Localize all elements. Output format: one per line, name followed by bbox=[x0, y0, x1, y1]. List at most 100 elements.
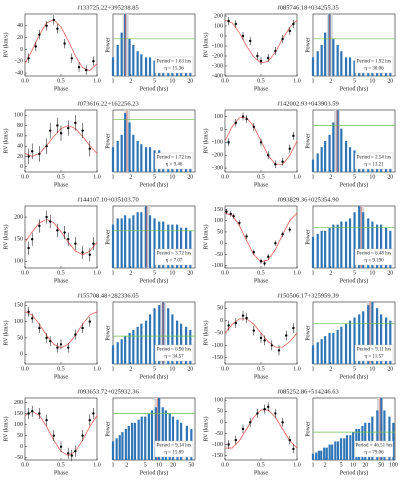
y-tick-label: 0 bbox=[220, 318, 223, 324]
rv-point bbox=[45, 215, 48, 219]
x-tick-label: 0.5 bbox=[57, 174, 65, 180]
y-tick-label: 200 bbox=[14, 400, 23, 406]
y-axis-label: Power bbox=[305, 325, 311, 340]
y-tick-label: 50 bbox=[217, 229, 223, 235]
rv-point bbox=[38, 326, 41, 330]
eta-label: η = 15.36 bbox=[164, 67, 184, 72]
rv-point bbox=[27, 155, 30, 158]
y-tick-label: 100 bbox=[214, 114, 223, 120]
rv-point bbox=[70, 57, 74, 60]
x-tick-label: 0.5 bbox=[257, 366, 265, 372]
y-axis-label: RV (km/s) bbox=[202, 33, 209, 58]
period-label: Period = 9.14 hrs bbox=[157, 444, 192, 449]
eta-label: η = 79.06 bbox=[364, 451, 384, 456]
annotation-box bbox=[354, 344, 394, 362]
x-tick-label: 0.0 bbox=[221, 462, 229, 468]
y-tick-label: -200 bbox=[212, 53, 223, 59]
x-tick-label: 0.5 bbox=[57, 366, 65, 372]
rv-point bbox=[267, 56, 270, 60]
annotation-box bbox=[154, 344, 194, 362]
rv-point bbox=[45, 144, 48, 148]
x-tick-label: 5 bbox=[353, 270, 356, 276]
y-axis-label: RV (km/s) bbox=[2, 321, 9, 346]
y-tick-label: 150 bbox=[14, 411, 23, 417]
rv-point bbox=[267, 154, 270, 157]
x-tick-label: 1 bbox=[112, 462, 115, 468]
y-tick-label: 0 bbox=[220, 127, 223, 133]
x-axis-label: Phase bbox=[54, 278, 68, 284]
model-curve bbox=[225, 409, 298, 449]
rv-point bbox=[267, 405, 270, 409]
x-axis-label: Period (hrs) bbox=[140, 373, 169, 380]
rv-point bbox=[27, 412, 30, 415]
x-tick-label: 10 bbox=[169, 366, 175, 372]
panel-title: J142002.93+043903.59 bbox=[277, 100, 338, 107]
eta-label: η = 30.06 bbox=[364, 67, 384, 72]
y-tick-label: 100 bbox=[214, 23, 223, 29]
rv-point bbox=[245, 316, 248, 320]
x-tick-label: 0.5 bbox=[57, 270, 65, 276]
x-tick-label: 0.0 bbox=[221, 270, 229, 276]
y-tick-label: 100 bbox=[14, 319, 23, 325]
x-axis-label: Phase bbox=[254, 278, 268, 284]
rv-point bbox=[281, 421, 284, 424]
y-tick-label: -50 bbox=[15, 455, 23, 461]
x-tick-label: 2 bbox=[324, 462, 327, 468]
rv-point bbox=[288, 228, 291, 231]
rv-point bbox=[241, 115, 245, 118]
x-tick-label: 0.0 bbox=[221, 78, 229, 84]
period-label: Period = 1.92 hrs bbox=[357, 60, 392, 65]
y-axis-label: Power bbox=[105, 229, 111, 244]
panel-title: J155708.48+282336.05 bbox=[77, 292, 138, 299]
rv-point bbox=[34, 45, 37, 48]
rv-point bbox=[227, 324, 230, 327]
y-tick-label: 20 bbox=[17, 154, 23, 160]
x-tick-label: 10 bbox=[369, 78, 375, 84]
annotation-box bbox=[154, 440, 194, 458]
y-axis-label: RV (km/s) bbox=[202, 321, 209, 346]
x-tick-label: 1 bbox=[312, 462, 315, 468]
rv-point bbox=[267, 255, 270, 258]
x-tick-label: 1.0 bbox=[93, 174, 101, 180]
x-tick-label: 10 bbox=[350, 462, 356, 468]
y-tick-label: 80 bbox=[17, 123, 23, 129]
y-tick-label: 0 bbox=[220, 33, 223, 39]
rv-point bbox=[241, 314, 245, 317]
rv-point bbox=[88, 147, 92, 150]
x-tick-label: 1.0 bbox=[93, 462, 101, 468]
rv-point bbox=[274, 163, 277, 166]
panel-title: J144107.10+035103.70 bbox=[77, 196, 138, 203]
period-label: Period = 9.11 hrs bbox=[357, 348, 391, 353]
rv-point bbox=[49, 220, 52, 223]
x-tick-label: 10 bbox=[369, 270, 375, 276]
x-tick-label: 0.5 bbox=[57, 78, 65, 84]
x-tick-label: 5 bbox=[353, 174, 356, 180]
rv-point bbox=[49, 129, 52, 132]
y-axis-label: RV (km/s) bbox=[202, 129, 209, 154]
x-axis-label: Phase bbox=[54, 470, 68, 476]
y-tick-label: 200 bbox=[14, 214, 23, 220]
rv-point bbox=[67, 238, 70, 241]
y-tick-label: -100 bbox=[212, 343, 223, 349]
rv-point bbox=[67, 346, 70, 349]
rv-point bbox=[245, 235, 248, 238]
x-tick-label: 1 bbox=[312, 270, 315, 276]
annotation-box bbox=[354, 440, 394, 458]
plot-frame bbox=[112, 397, 196, 461]
y-tick-label: -40 bbox=[15, 70, 23, 76]
rv-point bbox=[38, 33, 41, 36]
rv-point bbox=[38, 224, 41, 228]
x-axis-label: Phase bbox=[254, 86, 268, 92]
plot-frame bbox=[24, 301, 98, 365]
x-axis-label: Period (hrs) bbox=[140, 469, 169, 476]
x-tick-label: 50 bbox=[378, 462, 384, 468]
x-tick-label: 1.0 bbox=[293, 270, 301, 276]
x-axis-label: Period (hrs) bbox=[340, 469, 369, 476]
x-tick-label: 1.0 bbox=[293, 462, 301, 468]
y-axis-label: Power bbox=[305, 421, 311, 436]
rv-point bbox=[234, 22, 237, 26]
eta-label: η = 11.57 bbox=[365, 355, 384, 360]
y-tick-label: 40 bbox=[17, 23, 23, 29]
y-tick-label: -150 bbox=[212, 355, 223, 361]
